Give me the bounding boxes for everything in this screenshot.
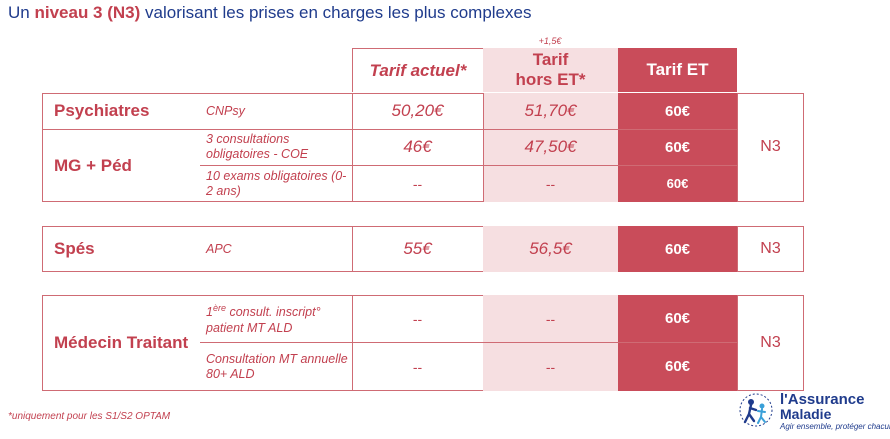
tarif-hors-value: 47,50€ — [524, 137, 577, 156]
header-tarif-et: Tarif ET — [618, 48, 737, 92]
logo-tagline: Agir ensemble, protéger chacun — [780, 422, 890, 431]
row-sub-text: consult. inscript° patient MT ALD — [206, 305, 321, 335]
tarif-actuel-value: 46€ — [403, 137, 432, 156]
hors-col-bg-3 — [483, 295, 618, 391]
row-sub: 1ère consult. inscript° patient MT ALD — [202, 295, 352, 342]
tarif-actuel-value: -- — [412, 358, 423, 375]
et-col-bg-3 — [618, 295, 737, 391]
row-sub: 10 exams obligatoires (0-2 ans) — [206, 168, 347, 198]
title-highlight: niveau 3 (N3) — [34, 3, 141, 22]
tarif-hors-value: 56,5€ — [529, 239, 572, 258]
n3-label: N3 — [760, 240, 781, 257]
tarif-actuel-value: -- — [412, 310, 423, 327]
row-sub-superscript: ère — [212, 303, 226, 314]
group-label-spes: Spés — [54, 239, 95, 258]
hors-col-bg-2 — [483, 226, 618, 272]
row-sub-ordinal: 1 — [206, 305, 213, 320]
tarif-et-value: 60€ — [666, 176, 689, 191]
tarif-hors-value: 51,70€ — [524, 101, 577, 120]
header-hors-line1: Tarif — [532, 50, 569, 69]
assurance-maladie-emblem-icon — [739, 393, 773, 427]
group-box-1 — [42, 93, 804, 202]
tarif-hors-value: -- — [545, 310, 556, 327]
hors-col-bg-1 — [483, 93, 618, 202]
page-title: Un niveau 3 (N3) valorisant les prises e… — [8, 3, 531, 23]
tarif-et-value: 60€ — [664, 138, 691, 156]
group-label-medecin-traitant: Médecin Traitant — [54, 333, 189, 352]
tarif-hors-value: -- — [545, 358, 556, 375]
logo-line1: l'Assurance — [780, 391, 865, 408]
header-tarif-actuel: Tarif actuel* — [352, 48, 483, 92]
tarif-hors-value: -- — [545, 175, 556, 192]
tarif-et-value: 60€ — [664, 240, 691, 258]
header-tarif-hors-et: Tarif hors ET* — [483, 48, 618, 92]
et-col-bg-1 — [618, 93, 737, 202]
tarif-actuel-value: 50,20€ — [391, 101, 444, 120]
row-sub: Consultation MT annuelle 80+ ALD — [206, 351, 348, 381]
tarif-actuel-value: 55€ — [403, 239, 432, 258]
tarif-actuel-value: -- — [412, 175, 423, 192]
tarif-et-value: 60€ — [664, 310, 691, 327]
group-label-mg-ped: MG + Péd — [54, 155, 132, 175]
n3-label: N3 — [760, 138, 781, 155]
group-label-psychiatres: Psychiatres — [54, 101, 150, 120]
title-suffix: valorisant les prises en charges les plu… — [140, 3, 532, 22]
group-box-2 — [42, 226, 804, 272]
group-box-3 — [42, 295, 804, 391]
tarif-et-value: 60€ — [664, 358, 691, 375]
n3-label: N3 — [760, 334, 781, 351]
tarif-et-value: 60€ — [664, 102, 691, 120]
header-hors-line2: hors ET* — [515, 70, 586, 89]
title-prefix: Un — [8, 3, 35, 22]
footnote: *uniquement pour les S1/S2 OPTAM — [8, 411, 171, 422]
et-col-bg-2 — [618, 226, 737, 272]
row-sub: APC — [206, 241, 232, 256]
row-sub: CNPsy — [206, 103, 245, 118]
assurance-maladie-logo: l'Assurance Maladie Agir ensemble, proté… — [736, 390, 890, 436]
row-sub: 3 consultations obligatoires - COE — [206, 132, 309, 161]
logo-line2: Maladie — [780, 406, 832, 422]
increment-note: +1,5€ — [538, 36, 562, 46]
